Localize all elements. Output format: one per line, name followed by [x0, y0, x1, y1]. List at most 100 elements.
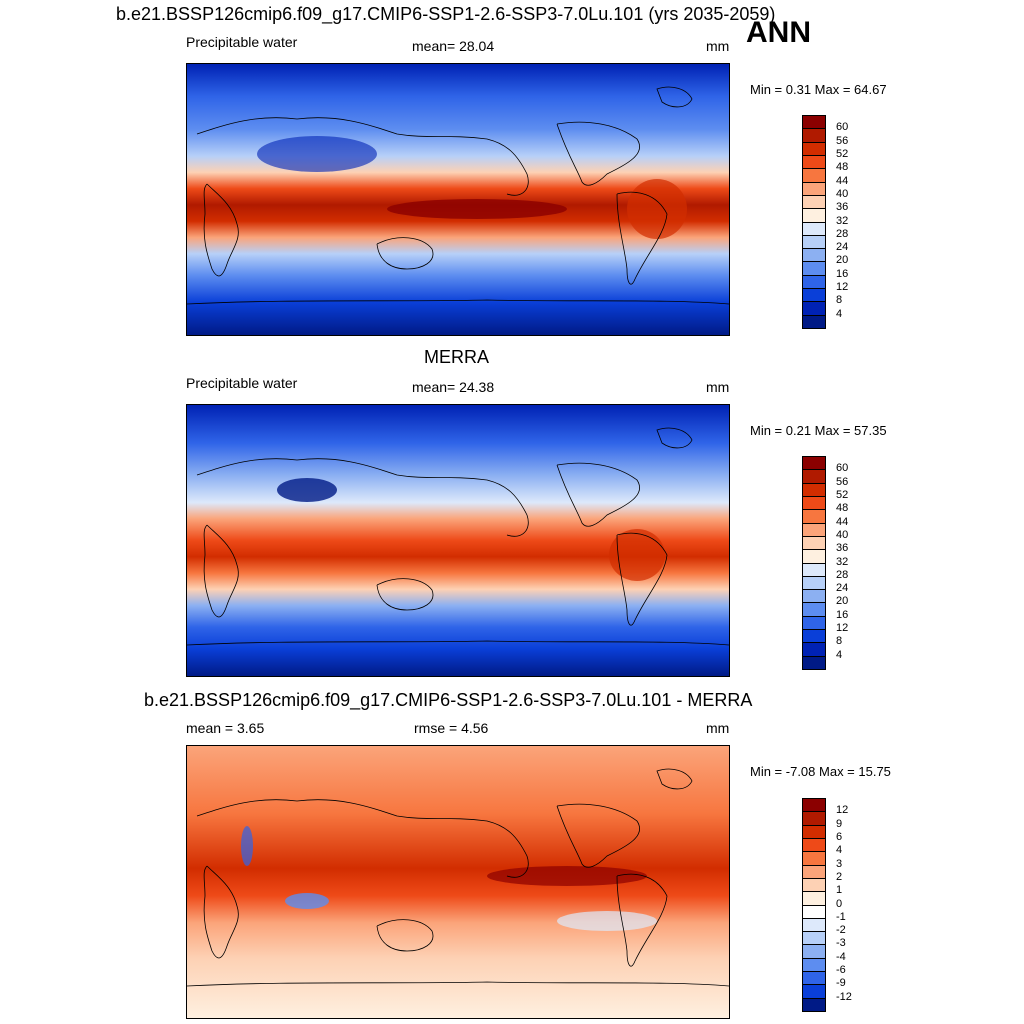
- colorbar-tick-label: 40: [836, 187, 849, 200]
- colorbar-tick-label: 3: [836, 857, 843, 870]
- panel3-rmse: rmse = 4.56: [414, 720, 489, 736]
- colorbar-tick-label: 40: [836, 528, 849, 541]
- colorbar-swatch: [802, 221, 826, 236]
- colorbar-tick-label: 8: [836, 635, 843, 648]
- colorbar-swatch: [802, 522, 826, 537]
- panel1-variable: Precipitable water: [186, 34, 298, 50]
- panel3-map-svg: [187, 746, 729, 1018]
- colorbar-tick-label: 44: [836, 174, 849, 187]
- colorbar-tick-label: 12: [836, 804, 849, 817]
- colorbar-swatch: [802, 208, 826, 223]
- colorbar-swatch: [802, 549, 826, 564]
- panel3-heading: b.e21.BSSP126cmip6.f09_g17.CMIP6-SSP1-2.…: [144, 690, 753, 710]
- panel3-colorbar: [802, 798, 826, 1012]
- colorbar-tick-label: 32: [836, 214, 849, 227]
- colorbar-tick-label: -9: [836, 977, 846, 990]
- colorbar-swatch: [802, 877, 826, 893]
- colorbar-tick-label: 16: [836, 267, 849, 280]
- colorbar-tick-label: 0: [836, 897, 843, 910]
- colorbar-swatch: [802, 495, 826, 511]
- colorbar-tick-label: 36: [836, 201, 849, 214]
- colorbar-swatch: [802, 181, 826, 196]
- colorbar-swatch: [802, 482, 826, 497]
- colorbar-swatch: [802, 261, 826, 276]
- figure-title: b.e21.BSSP126cmip6.f09_g17.CMIP6-SSP1-2.…: [116, 4, 776, 24]
- colorbar-tick-label: 12: [836, 622, 849, 635]
- colorbar-swatch: [802, 168, 826, 183]
- colorbar-swatch: [802, 535, 826, 551]
- panel1-map-svg: [187, 64, 729, 335]
- colorbar-tick-label: 6: [836, 830, 843, 843]
- colorbar-tick-label: 16: [836, 608, 849, 621]
- panel2-mean: mean= 24.38: [412, 379, 495, 395]
- colorbar-tick-label: -2: [836, 924, 846, 937]
- colorbar-swatch: [802, 655, 826, 670]
- colorbar-tick-label: 4: [836, 307, 843, 320]
- season-label: ANN: [746, 16, 811, 49]
- colorbar-swatch: [802, 837, 826, 853]
- panel3-units: mm: [706, 720, 730, 736]
- colorbar-tick-label: 4: [836, 844, 843, 857]
- colorbar-swatch: [802, 509, 826, 524]
- colorbar-swatch: [802, 931, 826, 946]
- colorbar-swatch: [802, 891, 826, 906]
- colorbar-swatch: [802, 288, 826, 303]
- colorbar-swatch: [802, 115, 826, 130]
- colorbar-tick-label: 48: [836, 161, 849, 174]
- colorbar-tick-label: -3: [836, 937, 846, 950]
- panel2-map: [186, 404, 730, 677]
- colorbar-swatch: [802, 904, 826, 919]
- panel2-colorbar: [802, 456, 826, 670]
- colorbar-tick-label: 24: [836, 241, 849, 254]
- colorbar-tick-label: 56: [836, 134, 849, 147]
- colorbar-swatch: [802, 944, 826, 959]
- colorbar-tick-label: 9: [836, 817, 843, 830]
- colorbar-swatch: [802, 456, 826, 471]
- colorbar-swatch: [802, 469, 826, 484]
- panel1-map: [186, 63, 730, 336]
- colorbar-tick-label: -12: [836, 990, 852, 1003]
- panel2-heading: MERRA: [424, 347, 490, 367]
- colorbar-swatch: [802, 141, 826, 156]
- colorbar-tick-label: 8: [836, 294, 843, 307]
- panel3-minmax: Min = -7.08 Max = 15.75: [750, 764, 891, 779]
- colorbar-tick-label: 20: [836, 595, 849, 608]
- panel3-mean: mean = 3.65: [186, 720, 265, 736]
- colorbar-tick-label: 24: [836, 582, 849, 595]
- colorbar-swatch: [802, 957, 826, 973]
- panel2-minmax: Min = 0.21 Max = 57.35: [750, 423, 887, 438]
- panel1-minmax: Min = 0.31 Max = 64.67: [750, 82, 887, 97]
- colorbar-tick-label: 36: [836, 542, 849, 555]
- colorbar-swatch: [802, 997, 826, 1012]
- colorbar-tick-label: 28: [836, 568, 849, 581]
- colorbar-tick-label: 60: [836, 462, 849, 475]
- colorbar-swatch: [802, 575, 826, 591]
- colorbar-tick-label: -1: [836, 910, 846, 923]
- colorbar-tick-label: 52: [836, 488, 849, 501]
- colorbar-swatch: [802, 798, 826, 813]
- colorbar-tick-label: 32: [836, 555, 849, 568]
- colorbar-swatch: [802, 128, 826, 143]
- colorbar-swatch: [802, 851, 826, 866]
- colorbar-tick-label: -4: [836, 950, 846, 963]
- colorbar-swatch: [802, 602, 826, 617]
- colorbar-swatch: [802, 301, 826, 316]
- colorbar-tick-label: 52: [836, 147, 849, 160]
- colorbar-swatch: [802, 864, 826, 879]
- colorbar-swatch: [802, 562, 826, 577]
- colorbar-swatch: [802, 811, 826, 826]
- colorbar-tick-label: -6: [836, 964, 846, 977]
- panel2-units: mm: [706, 379, 730, 395]
- colorbar-tick-label: 56: [836, 475, 849, 488]
- panel1-units: mm: [706, 38, 730, 54]
- panel1-mean: mean= 28.04: [412, 38, 495, 54]
- colorbar-tick-label: 4: [836, 648, 843, 661]
- colorbar-tick-label: 12: [836, 281, 849, 294]
- colorbar-swatch: [802, 615, 826, 631]
- colorbar-swatch: [802, 629, 826, 644]
- colorbar-swatch: [802, 824, 826, 839]
- colorbar-swatch: [802, 274, 826, 290]
- colorbar-tick-label: 44: [836, 515, 849, 528]
- colorbar-tick-label: 60: [836, 121, 849, 134]
- panel2-variable: Precipitable water: [186, 375, 298, 391]
